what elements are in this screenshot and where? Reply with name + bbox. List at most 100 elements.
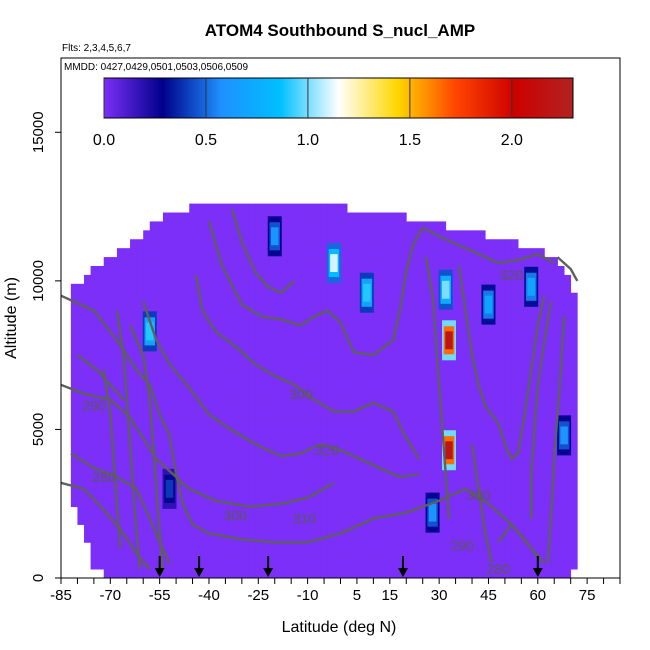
- heatmap-cell: [255, 239, 262, 249]
- heatmap-cell: [123, 471, 131, 481]
- heatmap-cell: [248, 551, 256, 561]
- heatmap-cell: [544, 372, 552, 383]
- heatmap-cell: [208, 203, 216, 213]
- heatmap-cell: [327, 417, 335, 427]
- heatmap-cell: [123, 301, 131, 311]
- heatmap-cell: [524, 506, 532, 516]
- heatmap-cell: [445, 533, 453, 543]
- x-tick-label: 30: [431, 587, 448, 604]
- heatmap-cell: [255, 221, 262, 231]
- heatmap-cell: [169, 462, 177, 472]
- heatmap-cell: [182, 319, 190, 329]
- heatmap-cell: [511, 301, 519, 311]
- heatmap-cell: [537, 399, 545, 410]
- heatmap-cell: [110, 274, 118, 285]
- heatmap-cell: [465, 355, 473, 365]
- heatmap-cell: [570, 310, 578, 320]
- heatmap-cell: [195, 462, 203, 472]
- heatmap-cell: [228, 328, 236, 338]
- heatmap-cell: [281, 230, 289, 240]
- heatmap-cell: [287, 515, 295, 525]
- heatmap-cell: [425, 399, 433, 410]
- heatmap-cell: [287, 212, 295, 222]
- heatmap-cell: [301, 266, 309, 276]
- heatmap-cell: [570, 515, 578, 525]
- heatmap-cell: [241, 381, 249, 392]
- heatmap-cell: [176, 381, 184, 392]
- heatmap-cell: [162, 453, 170, 463]
- heatmap-cell: [406, 381, 414, 392]
- heatmap-cell: [570, 390, 578, 401]
- heatmap-cell: [77, 515, 85, 525]
- heatmap-cell: [373, 346, 381, 356]
- heatmap-cell: [406, 364, 414, 374]
- heatmap-cell: [347, 274, 355, 285]
- heatmap-cell: [373, 453, 381, 463]
- heatmap-cell: [419, 221, 427, 231]
- heatmap-cell: [379, 417, 387, 427]
- heatmap-cell: [314, 337, 322, 347]
- heatmap-cell: [531, 533, 539, 543]
- heatmap-cell: [419, 337, 427, 347]
- heatmap-cell: [524, 569, 532, 578]
- heatmap-cell: [333, 471, 341, 481]
- heatmap-cell: [531, 515, 539, 525]
- heatmap-cell: [202, 346, 210, 356]
- heatmap-cell: [504, 381, 512, 392]
- heatmap-cell: [77, 283, 85, 294]
- heatmap-cell: [274, 506, 282, 516]
- heatmap-cell: [189, 524, 197, 534]
- heatmap-cell: [537, 479, 545, 490]
- heatmap-cell: [557, 283, 565, 294]
- heatmap-cell: [360, 497, 368, 508]
- heatmap-cell: [241, 212, 249, 222]
- heatmap-cell: [412, 542, 420, 552]
- heatmap-cell: [90, 453, 98, 463]
- heatmap-cell: [301, 524, 309, 534]
- heatmap-cell: [208, 292, 216, 303]
- heatmap-cell: [255, 390, 262, 401]
- heatmap-cell: [176, 471, 184, 481]
- heatmap-cell: [156, 471, 164, 481]
- heatmap-cell: [215, 310, 223, 320]
- heatmap-cell: [524, 542, 532, 552]
- heatmap-cell: [340, 408, 348, 418]
- heatmap-cell: [511, 533, 519, 543]
- heatmap-cell: [90, 488, 98, 499]
- heatmap-cell: [149, 364, 157, 374]
- heatmap-cell: [70, 488, 78, 499]
- heatmap-cell: [103, 533, 111, 543]
- heatmap-cell: [255, 453, 262, 463]
- heatmap-cell: [287, 462, 295, 472]
- heatmap-cell: [327, 524, 335, 534]
- heatmap-cell: [261, 426, 269, 436]
- heatmap-cell: [353, 283, 361, 294]
- heatmap-cell: [307, 203, 315, 213]
- heatmap-cell: [287, 257, 295, 267]
- heatmap-cell: [320, 408, 328, 418]
- heatmap-cell: [393, 355, 401, 365]
- heatmap-cell: [347, 399, 355, 410]
- heatmap-cell: [116, 426, 124, 436]
- heatmap-cell: [406, 337, 414, 347]
- heatmap-cell: [393, 542, 401, 552]
- heatmap-cell: [478, 399, 486, 410]
- heatmap-cell: [504, 569, 512, 578]
- heatmap-cell: [162, 266, 170, 276]
- heatmap-cell: [97, 301, 105, 311]
- heatmap-cell: [544, 328, 552, 338]
- heatmap-cell: [149, 551, 157, 561]
- heatmap-cell: [235, 203, 243, 213]
- heatmap-cell: [491, 560, 499, 570]
- heatmap-cell: [182, 453, 190, 463]
- heatmap-cell: [550, 488, 558, 499]
- heatmap-cell: [399, 506, 407, 516]
- heatmap-cell: [110, 542, 118, 552]
- heatmap-cell: [353, 399, 361, 410]
- heatmap-cell: [511, 471, 519, 481]
- heatmap-cell: [472, 319, 480, 329]
- heatmap-cell: [472, 488, 480, 499]
- heatmap-cell: [564, 301, 572, 311]
- heatmap-cell: [241, 551, 249, 561]
- heatmap-cell: [564, 292, 572, 303]
